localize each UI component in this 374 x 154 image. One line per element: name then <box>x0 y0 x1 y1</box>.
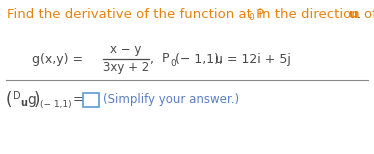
Text: u: u <box>349 8 359 20</box>
Text: 0: 0 <box>248 14 254 22</box>
Text: (: ( <box>6 91 12 109</box>
Text: .: . <box>357 8 361 20</box>
Text: x − y: x − y <box>110 43 142 57</box>
Bar <box>83 93 99 107</box>
Text: ): ) <box>34 91 40 109</box>
Text: u: u <box>20 98 27 108</box>
Text: =: = <box>73 93 84 107</box>
Text: Find the derivative of the function at P: Find the derivative of the function at P <box>7 8 264 20</box>
Text: in the direction of: in the direction of <box>254 8 374 20</box>
Text: u = 12i + 5j: u = 12i + 5j <box>215 53 291 65</box>
Text: ,: , <box>150 53 154 65</box>
Text: 3xy + 2: 3xy + 2 <box>103 61 149 75</box>
Text: g(x,y) =: g(x,y) = <box>32 53 83 65</box>
Text: (− 1,1),: (− 1,1), <box>175 53 223 65</box>
Text: g: g <box>27 93 36 107</box>
Text: (Simplify your answer.): (Simplify your answer.) <box>103 93 239 107</box>
Text: (− 1,1): (− 1,1) <box>40 99 72 109</box>
Text: 0: 0 <box>170 59 176 67</box>
Text: P: P <box>162 53 169 65</box>
Text: D: D <box>13 91 21 101</box>
